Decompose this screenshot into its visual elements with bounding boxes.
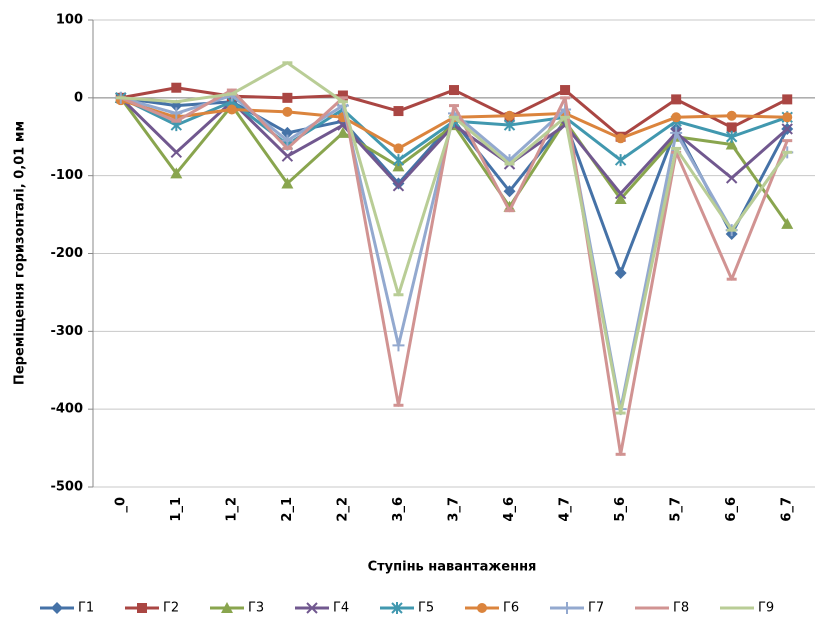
marker: [393, 143, 404, 154]
y-tick-label: -200: [50, 246, 83, 261]
series-line: [120, 88, 789, 456]
legend-marker: [477, 603, 487, 613]
marker: [281, 177, 294, 189]
x-tick-label: 5_6: [613, 497, 628, 522]
marker: [782, 112, 793, 123]
legend-marker: [221, 602, 233, 613]
marker: [725, 172, 738, 184]
marker: [170, 146, 183, 159]
x-tick-label: 2_1: [280, 497, 295, 522]
x-tick-label: 1_2: [224, 497, 239, 522]
legend-marker: [306, 602, 318, 614]
legend-label: Г3: [248, 601, 264, 616]
marker: [170, 167, 183, 179]
marker: [615, 133, 626, 144]
marker: [392, 180, 405, 192]
marker: [281, 134, 294, 147]
legend-label: Г1: [78, 601, 94, 616]
marker: [725, 130, 738, 143]
x-tick-label: 2_2: [335, 497, 350, 522]
marker: [226, 104, 237, 115]
marker: [614, 187, 627, 200]
marker: [503, 200, 516, 212]
marker: [171, 82, 182, 93]
marker: [725, 138, 738, 150]
marker: [503, 119, 516, 132]
marker: [337, 90, 348, 101]
x-tick-label: 3_6: [391, 497, 406, 522]
marker: [449, 85, 459, 96]
marker: [393, 106, 404, 117]
marker: [670, 126, 683, 139]
marker: [336, 126, 349, 138]
marker: [281, 150, 294, 162]
y-tick-label: 100: [56, 13, 83, 28]
legend-label: Г8: [673, 601, 689, 616]
marker: [392, 339, 405, 352]
legend-marker: [391, 602, 403, 614]
legend-marker: [137, 603, 147, 613]
marker: [392, 154, 405, 167]
marker: [504, 110, 515, 121]
marker: [282, 106, 293, 117]
marker: [671, 112, 682, 123]
legend-marker: [51, 602, 63, 614]
x-axis-title: Ступінь навантаження: [368, 560, 537, 575]
legend-label: Г5: [418, 601, 434, 616]
y-axis-title: Переміщення горизонталі, 0,01 мм: [13, 121, 28, 385]
legend-label: Г2: [163, 601, 179, 616]
x-tick-label: 6_7: [780, 497, 795, 522]
x-tick-label: 3_7: [447, 497, 462, 522]
marker: [503, 185, 516, 198]
x-tick-label: 4_7: [558, 497, 573, 522]
marker: [781, 217, 794, 229]
y-tick-label: -100: [50, 168, 83, 183]
y-tick-label: -300: [50, 324, 83, 339]
marker: [781, 123, 793, 135]
marker: [671, 94, 682, 105]
y-tick-label: -500: [50, 480, 83, 495]
marker: [726, 110, 737, 121]
marker: [614, 193, 627, 205]
marker: [614, 154, 627, 167]
legend-label: Г6: [503, 601, 519, 616]
marker: [560, 85, 571, 96]
marker: [282, 92, 293, 103]
y-tick-label: -400: [50, 402, 83, 417]
marker: [614, 266, 627, 279]
marker: [782, 94, 793, 105]
legend-marker: [561, 602, 573, 614]
legend-label: Г7: [588, 601, 604, 616]
marker: [281, 126, 294, 139]
marker: [170, 107, 183, 120]
legend-label: Г9: [758, 601, 774, 616]
x-tick-label: 5_7: [669, 497, 684, 522]
x-tick-label: 4_6: [502, 497, 517, 522]
y-tick-label: 0: [74, 90, 83, 105]
x-tick-label: 1_1: [169, 497, 184, 522]
x-tick-label: _0: [113, 497, 128, 513]
x-tick-label: 6_6: [724, 497, 739, 522]
legend-label: Г4: [333, 601, 349, 616]
marker: [726, 122, 737, 133]
